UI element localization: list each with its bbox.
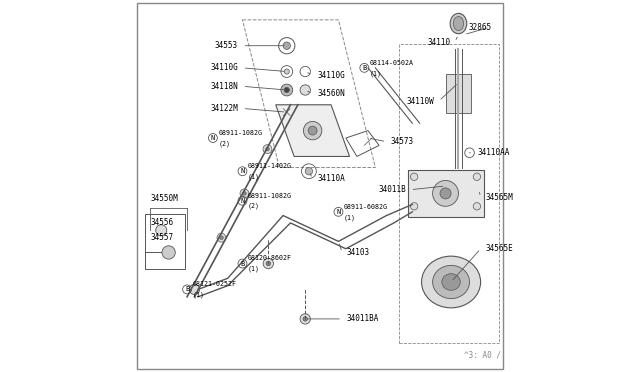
- Circle shape: [473, 173, 481, 180]
- Text: N: N: [241, 168, 244, 174]
- Text: (1): (1): [370, 70, 382, 77]
- Circle shape: [473, 203, 481, 210]
- Text: 34110A: 34110A: [317, 174, 345, 183]
- Text: (1): (1): [248, 266, 260, 272]
- Text: B: B: [362, 65, 367, 71]
- Circle shape: [410, 203, 418, 210]
- Text: 34565E: 34565E: [485, 244, 513, 253]
- Text: 08120-8602F: 08120-8602F: [248, 255, 292, 261]
- Text: N: N: [211, 135, 215, 141]
- Text: 34556: 34556: [150, 218, 173, 227]
- Circle shape: [433, 180, 458, 206]
- Circle shape: [308, 126, 317, 135]
- Text: 34553: 34553: [215, 41, 238, 50]
- Text: 34118N: 34118N: [211, 82, 238, 91]
- Text: 08911-1402G: 08911-1402G: [248, 163, 292, 169]
- Text: B: B: [185, 286, 189, 292]
- Text: 08114-0502A: 08114-0502A: [370, 60, 414, 65]
- Circle shape: [217, 233, 226, 242]
- Text: 34110G: 34110G: [211, 63, 238, 72]
- Text: (1): (1): [193, 292, 205, 298]
- Text: 34573: 34573: [391, 137, 414, 146]
- Text: N: N: [337, 209, 340, 215]
- Ellipse shape: [453, 16, 463, 31]
- Text: 08911-1082G: 08911-1082G: [218, 130, 262, 136]
- Circle shape: [220, 236, 223, 240]
- Circle shape: [305, 167, 312, 175]
- Text: 34122M: 34122M: [211, 104, 238, 113]
- Text: 34011B: 34011B: [378, 185, 406, 194]
- Circle shape: [156, 225, 167, 236]
- Circle shape: [263, 145, 272, 154]
- Text: 08911-6082G: 08911-6082G: [344, 203, 388, 210]
- Polygon shape: [276, 105, 349, 157]
- Circle shape: [266, 261, 271, 266]
- Circle shape: [284, 69, 289, 74]
- Circle shape: [243, 192, 246, 195]
- FancyBboxPatch shape: [408, 170, 484, 217]
- Text: 32865: 32865: [468, 23, 492, 32]
- Circle shape: [300, 314, 310, 324]
- Circle shape: [189, 284, 200, 295]
- Text: N: N: [241, 198, 244, 204]
- Text: 34550M: 34550M: [150, 193, 178, 203]
- Circle shape: [303, 121, 322, 140]
- Text: 34110: 34110: [428, 38, 451, 46]
- Text: 34103: 34103: [347, 248, 370, 257]
- Circle shape: [281, 84, 292, 96]
- Circle shape: [162, 246, 175, 259]
- Circle shape: [410, 173, 418, 180]
- Circle shape: [283, 42, 291, 49]
- Text: 34110G: 34110G: [317, 71, 345, 80]
- Circle shape: [240, 189, 249, 198]
- Text: 34110W: 34110W: [406, 97, 435, 106]
- Text: 34565M: 34565M: [485, 193, 513, 202]
- Ellipse shape: [422, 256, 481, 308]
- Text: (1): (1): [248, 173, 260, 180]
- Text: 08121-0252F: 08121-0252F: [193, 281, 237, 287]
- Circle shape: [440, 188, 451, 199]
- Text: ^3: A0 /: ^3: A0 /: [464, 350, 501, 359]
- Text: 34560N: 34560N: [317, 89, 345, 98]
- Text: 34110AA: 34110AA: [477, 148, 510, 157]
- Ellipse shape: [450, 13, 467, 34]
- Ellipse shape: [433, 265, 470, 299]
- Text: 08911-1082G: 08911-1082G: [248, 193, 292, 199]
- Circle shape: [303, 317, 307, 321]
- Text: (1): (1): [344, 214, 356, 221]
- Text: (2): (2): [248, 203, 260, 209]
- Ellipse shape: [442, 274, 460, 290]
- Text: 34557: 34557: [150, 233, 173, 242]
- FancyBboxPatch shape: [446, 74, 470, 113]
- Text: 34011BA: 34011BA: [347, 314, 379, 323]
- Text: (2): (2): [218, 140, 230, 147]
- Text: B: B: [241, 260, 244, 266]
- Circle shape: [266, 147, 269, 151]
- Circle shape: [284, 87, 289, 93]
- Circle shape: [263, 259, 273, 269]
- Circle shape: [300, 85, 310, 95]
